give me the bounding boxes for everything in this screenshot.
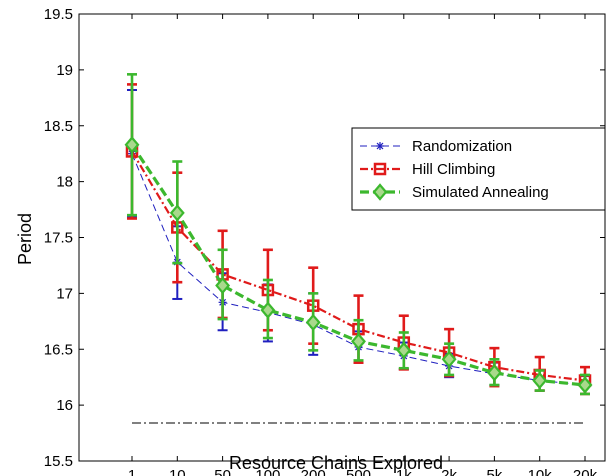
series-layer	[124, 73, 593, 396]
data-point	[351, 332, 366, 351]
y-tick-label: 18	[56, 174, 73, 191]
axis-layer: 15.5 16 16.5 17 17.5 18 18.5 19 19.5 1 10 50 100 200 5…	[44, 6, 605, 476]
data-point	[441, 350, 457, 368]
x-tick-label: 1k	[396, 467, 412, 476]
legend-marker-hill-climbing	[373, 162, 387, 176]
asterisk-stroke	[376, 142, 384, 150]
data-point	[260, 301, 276, 319]
x-tick-label: 10	[169, 467, 186, 476]
data-point	[396, 341, 412, 360]
x-axis-title: Resource Chains Explored	[229, 453, 443, 473]
x-tick-label: 1	[128, 467, 136, 476]
plot-area	[78, 13, 606, 462]
data-point	[215, 276, 231, 295]
legend: Randomization Hill Climbing Simulated An…	[351, 127, 606, 211]
data-point	[577, 376, 593, 394]
legend-marker-randomization	[376, 142, 384, 150]
data-point	[169, 204, 185, 222]
data-point	[124, 136, 140, 154]
legend-marker-shape	[372, 183, 388, 201]
y-tick-label: 18.5	[44, 118, 73, 135]
y-tick-label: 17	[56, 285, 73, 302]
series-simulated-annealing	[124, 73, 593, 396]
x-tick-label: 50	[214, 467, 231, 476]
x-tick-label: 100	[255, 467, 280, 476]
y-tick-label: 16.5	[44, 341, 73, 358]
x-tick-label: 5k	[486, 467, 502, 476]
x-tick-label: 500	[346, 467, 371, 476]
y-tick-label: 19.5	[44, 6, 73, 23]
x-tick-label: 2k	[441, 467, 457, 476]
y-tick-label: 16	[56, 397, 73, 414]
y-tick-label: 15.5	[44, 453, 73, 470]
x-tick-label: 10k	[528, 467, 553, 476]
legend-marker-shape	[376, 142, 384, 150]
data-point	[486, 364, 502, 382]
legend-marker-simulated-annealing	[372, 183, 388, 201]
x-tick-label: 200	[301, 467, 326, 476]
legend-marker-shape	[373, 162, 387, 176]
data-point	[532, 371, 548, 390]
legend-label-hill-climbing: Hill Climbing	[412, 161, 495, 178]
y-tick-label: 17.5	[44, 230, 73, 247]
legend-label-randomization: Randomization	[412, 138, 512, 155]
x-tick-label: 20k	[573, 467, 598, 476]
y-tick-label: 19	[56, 62, 73, 79]
y-axis-title: Period	[15, 213, 35, 265]
legend-label-simulated-annealing: Simulated Annealing	[412, 184, 549, 201]
data-point	[305, 313, 321, 332]
